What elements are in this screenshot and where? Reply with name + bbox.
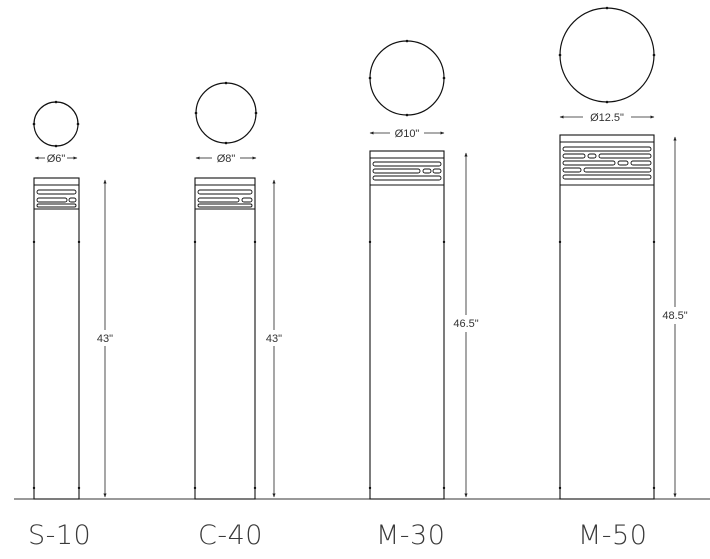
height-dim-m50: 48.5" bbox=[662, 136, 688, 498]
bollard-body-s10 bbox=[33, 177, 80, 500]
diameter-dim-s10: Ø6" bbox=[34, 153, 78, 165]
height-label-m50: 48.5" bbox=[662, 310, 687, 322]
height-label-s10: 43" bbox=[97, 333, 113, 345]
model-label-m50: M-50 bbox=[578, 520, 648, 551]
bollard-m50: Ø12.5" 48.5" bbox=[558, 6, 688, 500]
height-dim-s10: 43" bbox=[97, 179, 113, 498]
light-band-m50 bbox=[560, 141, 654, 186]
height-label-c40: 43" bbox=[266, 333, 282, 345]
diameter-dim-c40: Ø8" bbox=[195, 153, 257, 165]
diameter-label-c40: Ø8" bbox=[217, 153, 236, 165]
top-view-circle-m30 bbox=[369, 40, 445, 116]
diameter-label-m50: Ø12.5" bbox=[590, 112, 624, 124]
bollard-body-m30 bbox=[369, 150, 445, 500]
light-band-m30 bbox=[370, 157, 444, 186]
bollard-s10: Ø6" 43" bbox=[32, 100, 113, 500]
top-view-circle-m50 bbox=[559, 7, 655, 103]
bollard-body-m50 bbox=[559, 134, 655, 500]
light-band-s10 bbox=[34, 184, 79, 210]
light-band-c40 bbox=[195, 184, 255, 210]
model-label-m30: M-30 bbox=[376, 520, 446, 551]
diameter-dim-m50: Ø12.5" bbox=[559, 112, 655, 124]
height-dim-m30: 46.5" bbox=[453, 152, 479, 498]
bollard-body-c40 bbox=[194, 177, 256, 500]
height-label-m30: 46.5" bbox=[453, 318, 478, 330]
diameter-label-m30: Ø10" bbox=[395, 128, 420, 140]
bollard-c40: Ø8" 43" bbox=[193, 81, 282, 500]
top-view-circle-s10 bbox=[33, 101, 79, 147]
model-label-c40: C-40 bbox=[198, 520, 263, 551]
model-label-s10: S-10 bbox=[28, 520, 92, 551]
bollard-m30: Ø10" 46.5" bbox=[368, 39, 479, 500]
diameter-label-s10: Ø6" bbox=[47, 153, 66, 165]
height-dim-c40: 43" bbox=[266, 179, 282, 498]
top-view-circle-c40 bbox=[195, 82, 257, 144]
diameter-dim-m30: Ø10" bbox=[369, 128, 445, 140]
